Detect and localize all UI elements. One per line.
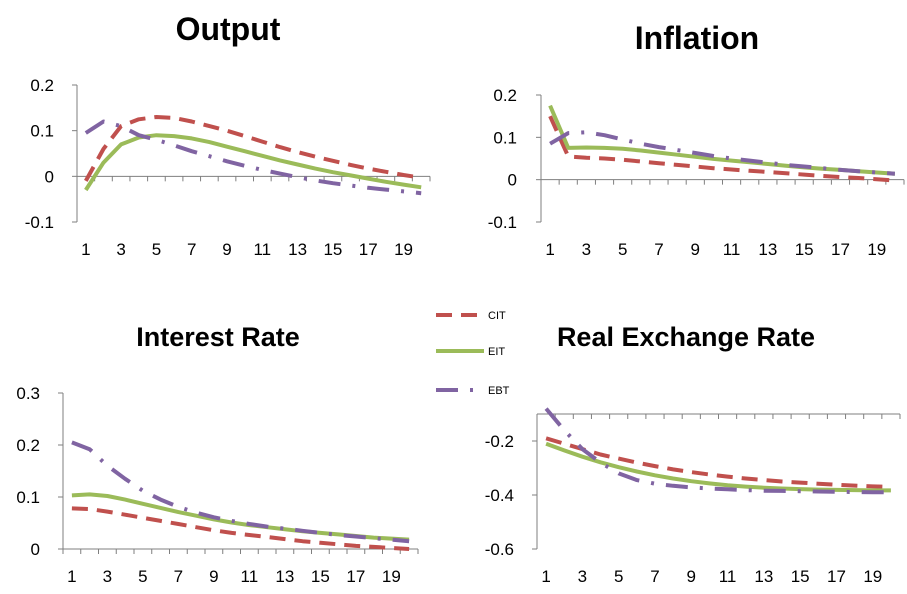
interest-rate-x-tick-label: 17 — [346, 567, 365, 586]
inflation-y-tick-label: -0.1 — [488, 213, 517, 232]
interest-rate-x-tick-label: 9 — [209, 567, 218, 586]
real-exchange-rate-x-tick-label: 13 — [754, 567, 773, 586]
real-exchange-rate-y-tick-label: -0.2 — [485, 432, 514, 451]
real-exchange-rate-x-tick-label: 17 — [827, 567, 846, 586]
real-exchange-rate-x-tick-label: 3 — [578, 567, 587, 586]
real-exchange-rate-x-tick-label: 5 — [614, 567, 623, 586]
real-exchange-rate-series-ebt — [544, 407, 891, 495]
real-exchange-rate-x-tick-label: 19 — [863, 567, 882, 586]
output-x-tick-label: 5 — [152, 240, 161, 259]
output-x-tick-label: 19 — [394, 240, 413, 259]
output-x-tick-label: 1 — [81, 240, 90, 259]
interest-rate-series-eit — [71, 492, 410, 542]
interest-rate-y-tick-label: 0 — [31, 540, 40, 559]
inflation-y-tick-label: 0 — [508, 171, 517, 190]
output-x-tick-label: 17 — [359, 240, 378, 259]
interest-rate-title: Interest Rate — [136, 322, 300, 352]
inflation-title: Inflation — [635, 20, 759, 56]
interest-rate-y-tick-label: 0.1 — [16, 488, 40, 507]
output-x-tick-label: 13 — [288, 240, 307, 259]
real-exchange-rate-chart: Real Exchange Rate-0.2-0.4-0.61 3 5 7 9 11 13 1… — [485, 322, 901, 586]
real-exchange-rate-title: Real Exchange Rate — [557, 322, 815, 352]
output-x-tick-label: 9 — [222, 240, 231, 259]
interest-rate-series-cit — [71, 506, 410, 551]
inflation-x-tick-label: 9 — [691, 240, 700, 259]
output-series-ebt — [84, 119, 422, 196]
interest-rate-x-tick-label: 11 — [241, 567, 259, 586]
output-x-tick-label: 3 — [116, 240, 125, 259]
interest-rate-x-tick-label: 13 — [275, 567, 294, 586]
output-series-eit — [84, 133, 422, 192]
real-exchange-rate-y-tick-label: -0.6 — [485, 540, 514, 559]
output-x-tick-label: 15 — [323, 240, 342, 259]
interest-rate-x-tick-label: 15 — [311, 567, 330, 586]
inflation-y-tick-label: 0.2 — [493, 86, 517, 105]
inflation-x-tick-label: 17 — [831, 240, 850, 259]
interest-rate-series-ebt — [71, 440, 410, 544]
inflation-series-ebt — [549, 130, 896, 176]
real-exchange-rate-y-tick-label: -0.4 — [485, 486, 514, 505]
inflation-x-tick-label: 11 — [723, 240, 741, 259]
output-series-cit — [84, 115, 422, 182]
inflation-series-eit — [548, 104, 896, 176]
interest-rate-x-tick-label: 5 — [138, 567, 147, 586]
real-exchange-rate-x-tick-label: 15 — [791, 567, 810, 586]
output-y-tick-label: 0.1 — [30, 122, 54, 141]
interest-rate-x-tick-label: 3 — [103, 567, 112, 586]
real-exchange-rate-x-tick-label: 1 — [541, 567, 550, 586]
inflation-x-tick-label: 1 — [545, 240, 554, 259]
legend-label-cit: CIT — [488, 310, 506, 322]
inflation-x-tick-label: 19 — [867, 240, 886, 259]
inflation-y-tick-label: 0.1 — [493, 128, 517, 147]
interest-rate-x-tick-label: 1 — [67, 567, 76, 586]
legend-label-ebt: EBT — [488, 385, 510, 397]
real-exchange-rate-x-tick-label: 11 — [719, 567, 737, 586]
inflation-x-tick-label: 5 — [618, 240, 627, 259]
output-y-tick-label: 0.2 — [30, 76, 54, 95]
inflation-x-tick-label: 13 — [758, 240, 777, 259]
real-exchange-rate-series-eit — [545, 441, 891, 493]
output-y-tick-label: -0.1 — [25, 213, 54, 232]
output-x-tick-label: 7 — [187, 240, 196, 259]
interest-rate-y-tick-label: 0.2 — [16, 436, 40, 455]
interest-rate-x-tick-label: 19 — [382, 567, 401, 586]
inflation-x-tick-label: 3 — [582, 240, 591, 259]
real-exchange-rate-x-tick-label: 9 — [687, 567, 696, 586]
inflation-x-tick-label: 7 — [654, 240, 663, 259]
output-x-tick-label: 11 — [253, 240, 271, 259]
interest-rate-y-tick-label: 0.3 — [16, 384, 40, 403]
interest-rate-x-tick-label: 7 — [174, 567, 183, 586]
inflation-series-cit — [548, 115, 896, 183]
legend-label-eit: EIT — [488, 346, 505, 358]
output-title: Output — [176, 11, 281, 47]
inflation-x-tick-label: 15 — [795, 240, 814, 259]
legend: CIT EIT EBT — [436, 310, 510, 397]
output-y-tick-label: 0 — [45, 167, 54, 186]
real-exchange-rate-x-tick-label: 7 — [650, 567, 659, 586]
real-exchange-rate-series-cit — [545, 436, 891, 489]
